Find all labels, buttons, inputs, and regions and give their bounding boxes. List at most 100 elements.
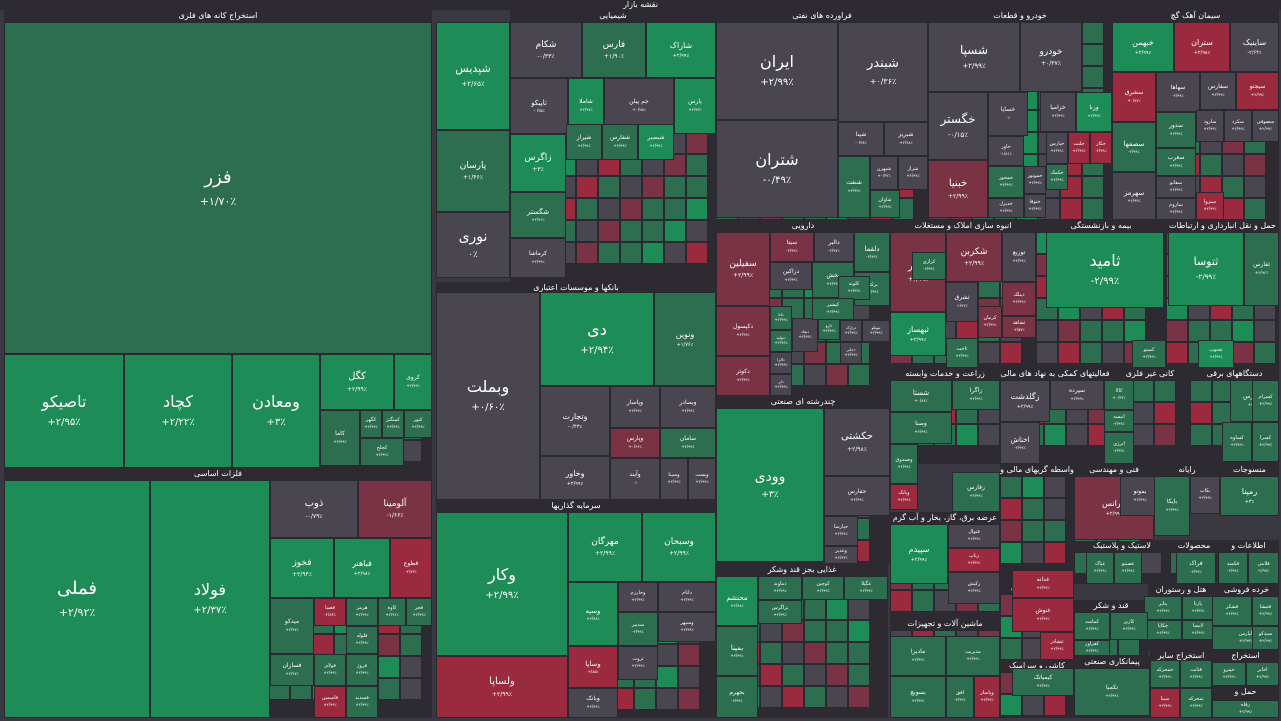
stock-tile[interactable]: اخابر +۲/۹۹٪ (1246, 662, 1279, 686)
stock-tile[interactable]: کاوه +۲/۹۶٪ (378, 598, 406, 626)
stock-tile[interactable]: وپاسار +۲/۹۹٪ (610, 386, 660, 428)
stock-tile[interactable]: شبریز +۲/۹۸٪ (884, 122, 928, 156)
stock-tile[interactable]: سپرده +۲/۹۹٪ (1050, 380, 1104, 410)
stock-tile[interactable]: وودی +۳٪ (716, 408, 824, 562)
stock-tile[interactable]: شاراک +۲/۹۹٪ (646, 22, 716, 78)
stock-tile[interactable]: کماسه +۲/۹۹٪ (1074, 612, 1110, 640)
stock-tile[interactable]: کجلج +۲/۹۹٪ (360, 438, 404, 466)
stock-tile[interactable]: زفارس +۲/۹۹٪ (952, 472, 1000, 512)
stock-tile[interactable]: پارسان +۱/۴۶٪ (436, 130, 510, 212)
stock-tile[interactable]: تمحرکه +۲/۹۹٪ (1180, 688, 1212, 718)
stock-tile[interactable]: چکاپا +۲/۹۹٪ (1144, 620, 1182, 640)
stock-tile[interactable]: قثابت +۲/۹۹٪ (1180, 660, 1212, 688)
stock-tile[interactable]: کپشیر +۲/۹۹٪ (812, 298, 854, 320)
stock-tile[interactable]: وخارزم +۲/۹۹٪ (618, 582, 658, 612)
stock-tile[interactable]: وپاسار +۲/۹۹٪ (974, 676, 1000, 718)
stock-tile[interactable]: سیتا -۲/۹۹٪ (770, 232, 814, 262)
stock-tile[interactable]: سفارس +۲/۹۹٪ (1200, 72, 1236, 110)
stock-tile[interactable]: خاور -۱/۸۱٪ (988, 136, 1024, 166)
stock-tile[interactable]: فولای +۲/۹۹٪ (314, 654, 346, 686)
stock-tile[interactable]: زگلدشت +۲/۹۹٪ (1000, 380, 1050, 422)
stock-tile[interactable]: کچاد +۲/۲۲٪ (124, 354, 232, 468)
stock-tile[interactable]: بمپنا +۲/۹۹٪ (716, 626, 758, 676)
stock-tile[interactable]: فخوز +۲/۹۴٪ (270, 538, 334, 598)
stock-tile[interactable]: سارود +۲/۹۹٪ (1196, 110, 1224, 142)
stock-tile[interactable]: شیراز +۲/۹۹٪ (566, 124, 602, 160)
stock-tile[interactable]: بکاب +۲/۹۹٪ (1190, 476, 1220, 514)
stock-tile[interactable]: فسازان +۲/۹۷٪ (270, 654, 314, 686)
stock-tile[interactable]: کاریز +۲/۹۹٪ (1110, 612, 1148, 640)
stock-tile[interactable]: فارس +۱/۹۰٪ (582, 22, 646, 78)
stock-tile[interactable]: سهاها -۲/۹۹٪ (1156, 72, 1200, 112)
stock-tile[interactable]: فنوال +۲/۹۹٪ (948, 524, 1000, 548)
stock-tile[interactable]: بسویچ +۲/۹۹٪ (890, 676, 946, 718)
stock-tile[interactable]: سیجنو +۲/۹۹٪ (1236, 72, 1279, 110)
stock-tile[interactable]: وپارس +۰/۴۶٪ (610, 428, 660, 458)
stock-tile[interactable]: شتران -۰/۴۹٪ (716, 120, 838, 218)
stock-tile[interactable]: وساپا -۲/۸۵٪ (568, 646, 618, 688)
stock-tile[interactable]: ختوقا +۲/۹۹٪ (1024, 194, 1046, 218)
stock-tile[interactable]: شبهرن +۰/۳۲٪ (870, 156, 898, 190)
stock-tile[interactable]: فملی +۲/۹۲٪ (4, 480, 150, 718)
stock-tile[interactable]: پارتا +۲/۹۹٪ (1182, 596, 1214, 620)
stock-tile[interactable]: فلامی -۲/۹۹٪ (1248, 552, 1279, 584)
stock-tile[interactable]: کرمان +۲/۹۹٪ (978, 306, 1002, 338)
stock-tile[interactable]: کروی +۲/۹۹٪ (394, 354, 432, 410)
stock-tile[interactable]: کسرا +۲/۹۹٪ (1252, 422, 1279, 462)
stock-tile[interactable]: ثفارس +۲/۹۶٪ (1244, 232, 1279, 306)
stock-tile[interactable]: وآیند ۰٪ (610, 458, 660, 500)
stock-tile[interactable]: رکیش +۲/۹۹٪ (948, 572, 1000, 604)
stock-tile[interactable]: کالا +۰/۳۴٪ (1104, 380, 1134, 410)
stock-tile[interactable]: وبصادر +۲/۹۹٪ (660, 386, 716, 428)
stock-tile[interactable]: ثامید -۲/۹۹٪ (1046, 232, 1164, 308)
stock-tile[interactable]: کمینو +۲/۹۹٪ (1132, 340, 1166, 368)
stock-tile[interactable]: قنیشا +۲/۹۹٪ (1252, 596, 1279, 626)
stock-tile[interactable]: خساپا ۰٪ (988, 92, 1028, 136)
stock-tile[interactable]: ثاخت +۲/۹۹٪ (946, 338, 978, 368)
stock-tile[interactable]: شستا +۰/۸۷٪ (890, 380, 952, 412)
stock-tile[interactable]: کفرآور +۲/۹۹٪ (1074, 640, 1110, 656)
stock-tile[interactable]: ستران +۲/۹۸٪ (1174, 22, 1230, 72)
stock-tile[interactable]: وغدیر +۲/۹۳٪ (824, 546, 858, 564)
stock-tile[interactable]: دکوثر +۲/۹۹٪ (716, 356, 770, 396)
stock-tile[interactable]: بایکا +۲/۹۹٪ (1154, 476, 1190, 536)
stock-tile[interactable]: سهرمز +۲/۹۹٪ (1112, 172, 1156, 220)
stock-tile[interactable]: خپارس +۲/۹۹٪ (1046, 132, 1068, 164)
stock-tile[interactable]: ذوب -۰/۷۹٪ (270, 480, 358, 538)
stock-tile[interactable]: دارو +۲/۹۹٪ (818, 318, 840, 340)
stock-tile[interactable]: تیپیکو +۲/۹۹٪ (862, 320, 890, 342)
stock-tile[interactable]: ومعادن +۳٪ (232, 354, 320, 468)
stock-tile[interactable]: سفیلین +۲/۹۹٪ (716, 232, 770, 306)
stock-tile[interactable]: خودرو +۰/۳۷٪ (1020, 22, 1082, 92)
stock-tile[interactable]: دتماد +۲/۹۹٪ (792, 318, 818, 352)
stock-tile[interactable]: فکمند -۲/۹۹٪ (1218, 552, 1248, 584)
stock-tile[interactable]: دماوند +۲/۹۹٪ (758, 576, 802, 600)
stock-tile[interactable]: رتاپ +۲/۹۹٪ (948, 548, 1000, 572)
stock-tile[interactable]: خلنت +۲/۹۹٪ (1068, 132, 1090, 164)
stock-tile[interactable]: کساوه +۲/۹۹٪ (1222, 422, 1252, 462)
stock-tile[interactable]: سینا +۲/۹۹٪ (1150, 688, 1180, 718)
stock-tile[interactable]: انرژی -۲/۹۹٪ (1104, 432, 1134, 464)
stock-tile[interactable]: ایران +۲/۹۹٪ (716, 22, 838, 120)
stock-tile[interactable]: غنوش +۲/۹۹٪ (1012, 598, 1074, 632)
stock-tile[interactable]: سپیدم +۲/۹۹٪ (890, 524, 948, 584)
stock-tile[interactable]: ثشرق -۱/۹۲٪ (946, 282, 978, 322)
stock-tile[interactable]: زاگرس +۳٪ (510, 134, 566, 192)
stock-tile[interactable]: ورنا +۲/۹۹٪ (1076, 92, 1112, 132)
stock-tile[interactable]: شبصیر +۲/۹۹٪ (638, 124, 674, 160)
stock-tile[interactable]: شسپا +۲/۹۹٪ (928, 22, 1020, 92)
stock-tile[interactable]: فروژ +۲/۹۹٪ (346, 654, 378, 686)
stock-tile[interactable]: ثشاهد -۲/۵۷٪ (1002, 316, 1036, 338)
stock-tile[interactable]: کگل +۲/۹۹٪ (320, 354, 394, 410)
stock-tile[interactable]: فزر +۱/۷۰٪ (4, 22, 432, 354)
stock-tile[interactable]: دجابر +۲/۹۹٪ (840, 342, 862, 364)
stock-tile[interactable]: کسرام +۲/۹۹٪ (1252, 380, 1279, 422)
stock-tile[interactable]: نوری ۰٪ (436, 212, 510, 278)
stock-tile[interactable]: دلر +۲/۹۹٪ (770, 374, 792, 396)
stock-tile[interactable]: رمپنا +۳٪ (1220, 476, 1279, 516)
stock-tile[interactable]: وصنا +۲/۹۹٪ (890, 412, 952, 444)
stock-tile[interactable]: وبانک +۲/۹۹٪ (890, 484, 918, 510)
stock-tile[interactable]: ثبهساز +۲/۹۹٪ (890, 312, 946, 356)
stock-tile[interactable]: خبنیا +۲/۹۹٪ (928, 160, 988, 218)
stock-tile[interactable]: دی +۲/۹۴٪ (540, 292, 654, 386)
